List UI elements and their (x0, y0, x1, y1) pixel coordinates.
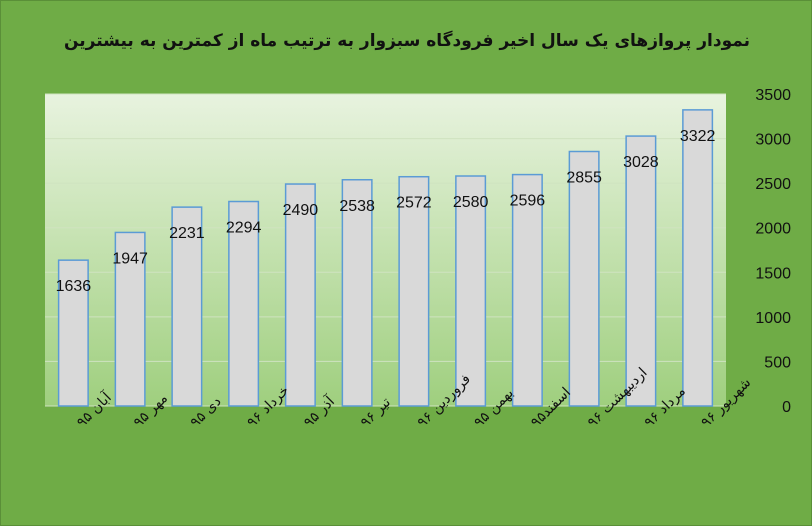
y-tick-label: 500 (764, 354, 791, 371)
y-axis: 0 500 1000 1500 2000 2500 3000 3500 (755, 87, 791, 416)
y-tick-label: 1000 (755, 310, 791, 327)
data-label: 1947 (112, 250, 148, 267)
bar (57, 259, 89, 407)
data-label: 2231 (169, 225, 205, 242)
data-label: 2596 (510, 193, 546, 210)
bar (284, 183, 316, 407)
data-label: 3322 (680, 128, 716, 145)
y-tick-label: 2000 (755, 221, 791, 238)
data-label: 1636 (56, 278, 92, 295)
bar (455, 175, 487, 407)
bar (682, 109, 714, 407)
bar (228, 200, 260, 407)
gridlines (45, 93, 726, 407)
plot-area (45, 94, 726, 406)
data-label: 2572 (396, 195, 432, 212)
bars (57, 109, 714, 407)
data-label: 2855 (566, 169, 602, 186)
bar (171, 206, 203, 407)
bar (114, 231, 146, 407)
data-label: 3028 (623, 154, 659, 171)
bar (625, 135, 657, 407)
y-tick-label: 2500 (755, 176, 791, 193)
bar (398, 175, 430, 407)
bar (568, 150, 600, 407)
data-label: 2490 (283, 202, 319, 219)
chart-title: نمودار پروازهای یک سال اخیر فرودگاه سبزو… (63, 31, 751, 51)
y-tick-label: 1500 (755, 265, 791, 282)
y-tick-label: 3000 (755, 132, 791, 149)
data-label: 2538 (339, 198, 375, 215)
bar (511, 173, 543, 407)
data-labels: 1636 1947 2231 2294 2490 2538 2572 2580 2596 2855… (56, 128, 716, 295)
y-tick-label: 3500 (755, 87, 791, 104)
data-label: 2294 (226, 220, 262, 237)
y-tick-label: 0 (782, 399, 791, 416)
bar (341, 179, 373, 407)
data-label: 2580 (453, 194, 489, 211)
